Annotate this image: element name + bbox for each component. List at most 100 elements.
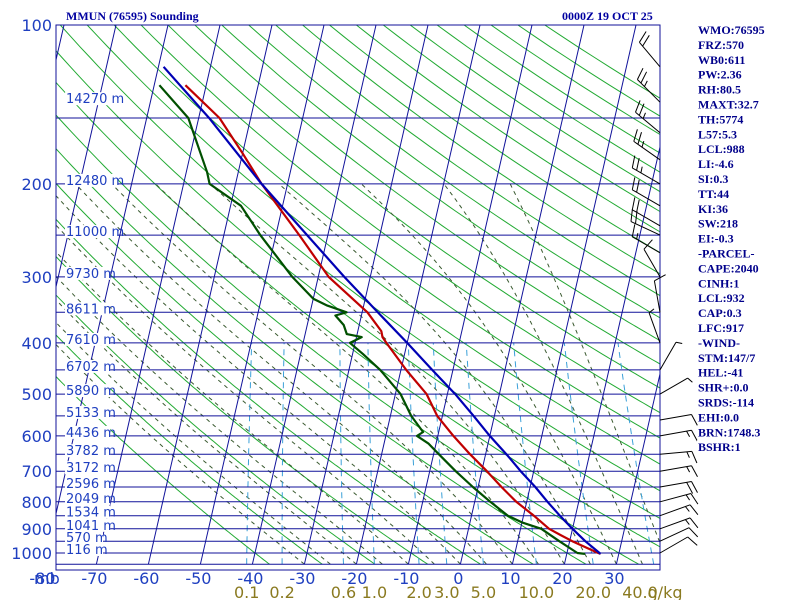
height-label: 8611 m (66, 302, 116, 317)
moist-adiabat (56, 195, 461, 565)
wind-barb-flag (691, 465, 698, 478)
mixing-ratio-lines (246, 342, 655, 565)
wind-barb (659, 450, 698, 464)
moist-adiabat (56, 343, 305, 565)
wind-barb-half-flag (685, 494, 691, 501)
wind-barb (631, 224, 661, 254)
mixing-ratio-line (281, 342, 285, 565)
pressure-tick-label: 100 (21, 16, 52, 35)
index-bg (697, 395, 764, 409)
mixing-ratio-line (465, 342, 484, 565)
pressure-tick-label: 500 (21, 385, 52, 404)
mixing-ratio-line (617, 342, 655, 565)
sounding-index: LCL:932 (698, 291, 745, 305)
wind-barb-flag (630, 208, 633, 222)
dewpoint-line (158, 84, 586, 555)
mixing-ratio-line (407, 342, 420, 565)
index-bg (697, 231, 750, 245)
height-label-bg (65, 543, 103, 556)
dry-adiabat (113, 25, 660, 439)
dry-adiabat (248, 25, 660, 319)
dry-adiabat (275, 25, 660, 297)
index-bg (697, 246, 757, 260)
mixing-ratio-label: g/kg (648, 583, 683, 600)
mixing-ratio-line (367, 342, 375, 565)
index-bg (697, 127, 750, 141)
wind-barb (631, 155, 661, 185)
height-label-bg (65, 384, 111, 398)
height-label-bg (65, 405, 111, 419)
wind-barb-staff (659, 429, 692, 437)
pressure-axis: 100 200 300 400 500 600 700 800 900 1000 (11, 16, 52, 563)
wind-barb (631, 177, 661, 207)
moist-adiabat (209, 183, 565, 565)
temperature-tick-label: 30 (604, 569, 624, 588)
dry-adiabat (56, 182, 534, 565)
dry-adiabat (140, 25, 660, 414)
wind-barb-half-flag (675, 341, 683, 344)
index-bg (697, 172, 743, 185)
wind-barb-flag (689, 504, 699, 516)
pressure-tick-label: 800 (21, 493, 52, 512)
sounding-index: PW:2.36 (698, 68, 742, 82)
pressure-tick-label: 300 (21, 268, 52, 287)
mixing-ratio-label: 10.0 (519, 583, 555, 600)
sounding-index: HEL:-41 (698, 366, 743, 380)
mixing-ratio-label: 5.0 (471, 583, 496, 600)
index-bg (697, 112, 750, 126)
pressure-tick-label: 900 (21, 520, 52, 539)
wind-barb-flag (642, 35, 650, 47)
moist-adiabat (75, 183, 487, 565)
mixing-ratio-label: 0.1 (234, 583, 259, 600)
temperature-tick-label: -40 (237, 569, 263, 588)
wind-barb-staff (659, 465, 692, 472)
sounding-index: WB0:611 (698, 53, 745, 67)
isotherm-line (511, 25, 637, 565)
sounding-index: L57:5.3 (698, 127, 737, 141)
sounding-indices: WMO:76595FRZ:570WB0:611PW:2.36RH:80.5MAX… (697, 23, 771, 454)
index-bg (697, 365, 750, 379)
wind-barb-staff (633, 140, 661, 161)
isotherm-line (147, 25, 273, 565)
wind-barb-flag (636, 157, 640, 171)
index-bg (697, 82, 750, 96)
wind-barb (636, 67, 661, 103)
index-bg (697, 142, 750, 156)
wind-barb-staff (632, 236, 661, 254)
sounding-index: KI:36 (698, 202, 728, 216)
wind-barb-staff (630, 221, 661, 236)
wind-barb-staff (632, 189, 661, 207)
isobars (55, 24, 661, 571)
height-label-bg (65, 491, 111, 505)
index-bg (697, 23, 764, 36)
dry-adiabat (56, 50, 660, 519)
wind-barb-flag (643, 239, 653, 250)
wind-barb (648, 308, 661, 344)
isotherm-line (407, 25, 533, 565)
dry-adiabat (167, 25, 660, 389)
wind-barb-flag (631, 224, 636, 237)
height-label-bg (65, 302, 111, 316)
isotherm-line (56, 25, 169, 516)
dry-adiabat (221, 25, 660, 342)
dry-adiabat (194, 25, 660, 365)
height-label: 7610 m (66, 333, 116, 348)
sounding-index: BRN:1748.3 (698, 425, 760, 439)
index-bg (697, 97, 764, 111)
index-bg (697, 186, 736, 200)
mixing-ratio-line (432, 342, 448, 565)
height-label-bg (65, 518, 111, 532)
axis-unit-label: mb (34, 569, 60, 588)
height-label: 9730 m (66, 267, 116, 282)
wind-barb-flag (688, 527, 699, 538)
isotherm-line (199, 25, 325, 565)
height-label: 4436 m (66, 426, 116, 441)
wind-barb-staff (659, 527, 690, 542)
sounding-index: LI:-4.6 (698, 157, 734, 171)
wind-barb-flag (636, 67, 644, 80)
wind-barb (659, 414, 698, 426)
mixing-ratio-label: 40.0 (622, 583, 658, 600)
height-label-bg (65, 92, 118, 106)
temperature-line (184, 84, 601, 555)
